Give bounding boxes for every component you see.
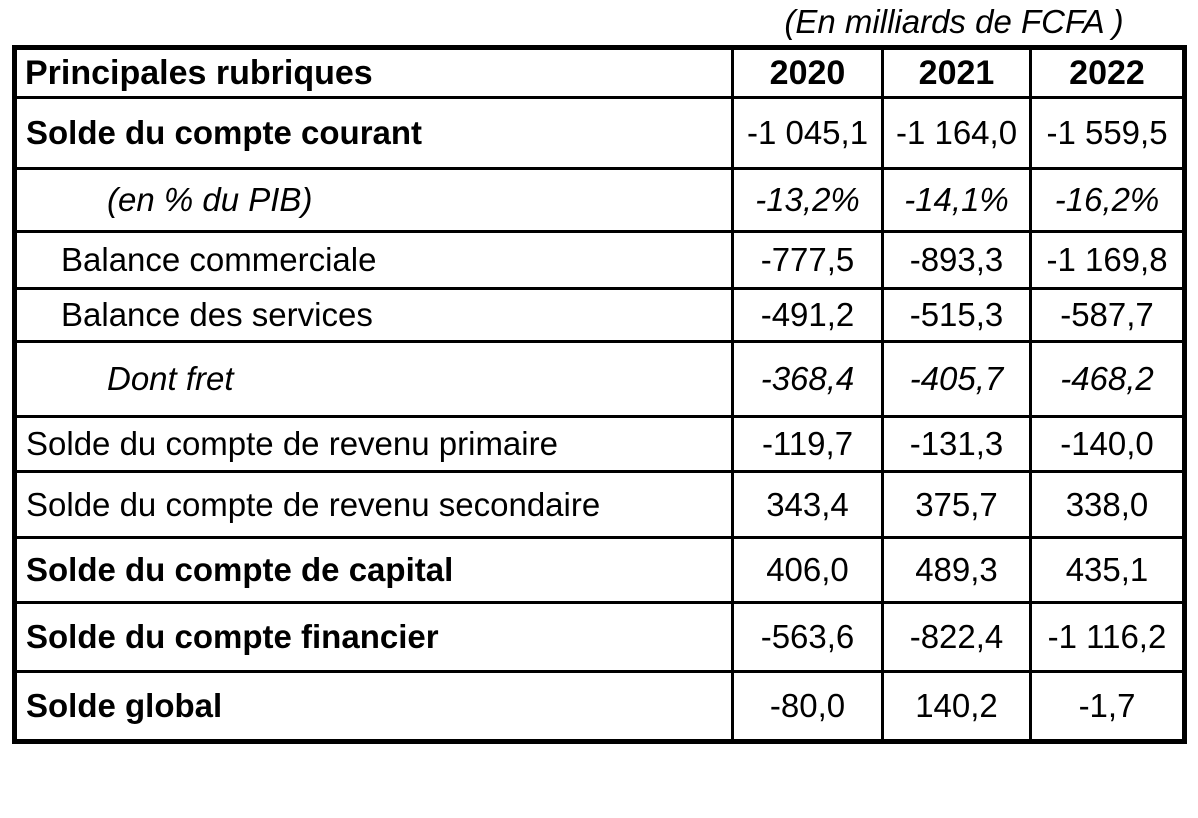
table-row: Solde du compte financier -563,6 -822,4 … bbox=[13, 601, 1186, 673]
value-2022: -16,2% bbox=[1029, 167, 1186, 233]
value-2021: -131,3 bbox=[881, 415, 1032, 473]
value-2022: -1 559,5 bbox=[1029, 96, 1186, 170]
value-2021: 140,2 bbox=[881, 670, 1032, 743]
value-2020: 406,0 bbox=[731, 536, 884, 604]
value-2021: -822,4 bbox=[881, 601, 1032, 673]
row-label: Solde du compte courant bbox=[13, 96, 734, 170]
value-2020: -491,2 bbox=[731, 287, 884, 343]
value-2021: -1 164,0 bbox=[881, 96, 1032, 170]
value-2022: -1,7 bbox=[1029, 670, 1186, 743]
table-row: Balance des services -491,2 -515,3 -587,… bbox=[13, 287, 1186, 343]
value-2020: -13,2% bbox=[731, 167, 884, 233]
table-row: Dont fret -368,4 -405,7 -468,2 bbox=[13, 340, 1186, 418]
value-2021: 489,3 bbox=[881, 536, 1032, 604]
table-row: Solde global -80,0 140,2 -1,7 bbox=[13, 670, 1186, 743]
value-2021: -14,1% bbox=[881, 167, 1032, 233]
value-2020: -1 045,1 bbox=[731, 96, 884, 170]
row-label: Solde global bbox=[13, 670, 734, 743]
table-row: Solde du compte de capital 406,0 489,3 4… bbox=[13, 536, 1186, 604]
row-label: (en % du PIB) bbox=[13, 167, 734, 233]
value-2022: -1 116,2 bbox=[1029, 601, 1186, 673]
value-2022: -587,7 bbox=[1029, 287, 1186, 343]
table-row: Solde du compte de revenu secondaire 343… bbox=[13, 470, 1186, 539]
value-2020: -368,4 bbox=[731, 340, 884, 418]
value-2020: -777,5 bbox=[731, 230, 884, 290]
value-2022: 435,1 bbox=[1029, 536, 1186, 604]
balance-of-payments-table: Principales rubriques 2020 2021 2022 Sol… bbox=[12, 45, 1187, 744]
row-label: Solde du compte de capital bbox=[13, 536, 734, 604]
value-2022: -468,2 bbox=[1029, 340, 1186, 418]
row-label: Dont fret bbox=[13, 340, 734, 418]
value-2022: -140,0 bbox=[1029, 415, 1186, 473]
column-header-2020: 2020 bbox=[731, 46, 884, 99]
value-2021: -515,3 bbox=[881, 287, 1032, 343]
value-2020: 343,4 bbox=[731, 470, 884, 539]
row-label: Solde du compte de revenu primaire bbox=[13, 415, 734, 473]
column-header-2022: 2022 bbox=[1029, 46, 1186, 99]
value-2021: -893,3 bbox=[881, 230, 1032, 290]
value-2022: 338,0 bbox=[1029, 470, 1186, 539]
table-row: Balance commerciale -777,5 -893,3 -1 169… bbox=[13, 230, 1186, 290]
value-2021: -405,7 bbox=[881, 340, 1032, 418]
table-header-row: Principales rubriques 2020 2021 2022 bbox=[13, 46, 1186, 99]
unit-note: (En milliards de FCFA ) bbox=[784, 3, 1124, 40]
value-2022: -1 169,8 bbox=[1029, 230, 1186, 290]
table-row: (en % du PIB) -13,2% -14,1% -16,2% bbox=[13, 167, 1186, 233]
value-2020: -563,6 bbox=[731, 601, 884, 673]
row-label: Balance des services bbox=[13, 287, 734, 343]
column-header-2021: 2021 bbox=[881, 46, 1032, 99]
row-label: Balance commerciale bbox=[13, 230, 734, 290]
table-row: Solde du compte de revenu primaire -119,… bbox=[13, 415, 1186, 473]
table-row: Solde du compte courant -1 045,1 -1 164,… bbox=[13, 96, 1186, 170]
column-header-rubriques: Principales rubriques bbox=[13, 46, 734, 99]
value-2020: -80,0 bbox=[731, 670, 884, 743]
value-2021: 375,7 bbox=[881, 470, 1032, 539]
row-label: Solde du compte financier bbox=[13, 601, 734, 673]
value-2020: -119,7 bbox=[731, 415, 884, 473]
row-label: Solde du compte de revenu secondaire bbox=[13, 470, 734, 539]
